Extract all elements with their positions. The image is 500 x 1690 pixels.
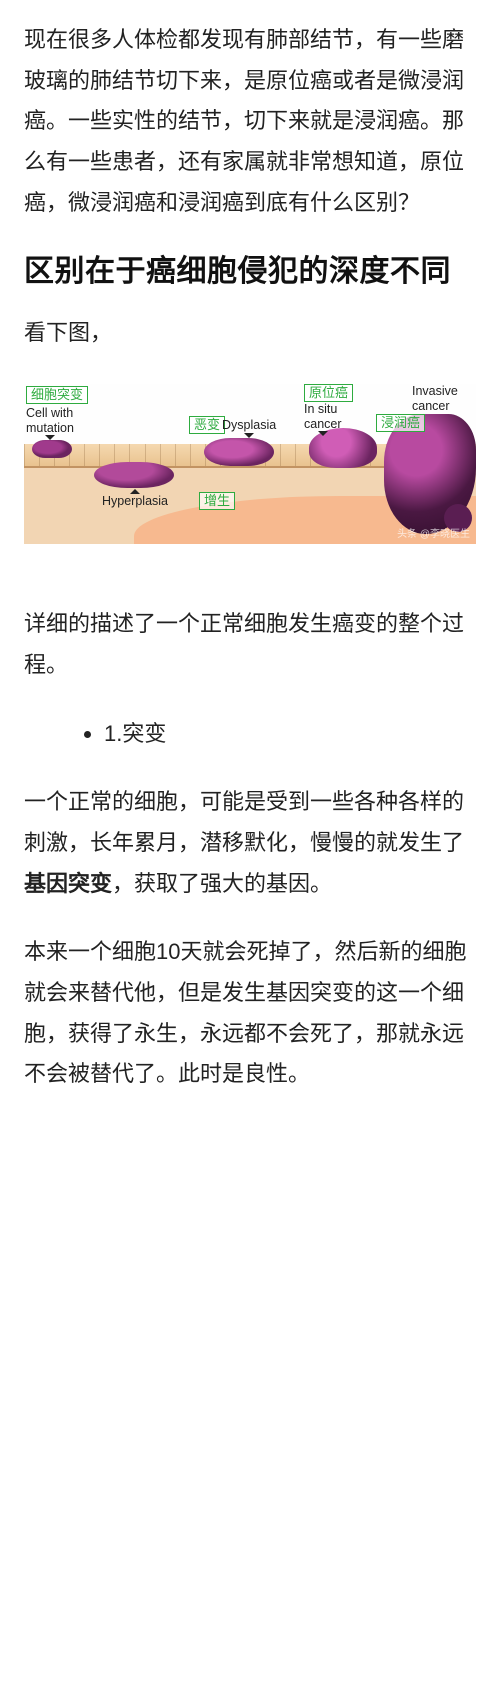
glabel-insitu: 原位癌 [304, 384, 353, 402]
mut-pre: 一个正常的细胞，可能是受到一些各种各样的刺激，长年累月，潜移默化，慢慢的就发生了 [24, 789, 464, 855]
lesion-dysplasia [204, 438, 274, 466]
bullet-mutation: 1.突变 [104, 714, 476, 755]
mutation-para-2: 本来一个细胞10天就会死掉了，然后新的细胞就会来替代他，但是发生基因突变的这一个… [24, 932, 476, 1095]
intro-paragraph: 现在很多人体检都发现有肺部结节，有一些磨玻璃的肺结节切下来，是原位癌或者是微浸润… [24, 20, 476, 223]
elabel-hyperplasia: Hyperplasia [102, 494, 168, 508]
progression-diagram: 细胞突变 恶变 原位癌 浸润癌 增生 Cell withmutation Hyp… [24, 384, 476, 544]
diagram-watermark: 头条 @李晓医生 [397, 525, 470, 540]
elabel-mutation: Cell withmutation [26, 406, 74, 435]
mutation-para-1: 一个正常的细胞，可能是受到一些各种各样的刺激，长年累月，潜移默化，慢慢的就发生了… [24, 782, 476, 904]
bullet-list: 1.突变 [24, 714, 476, 755]
glabel-dysplasia: 恶变 [189, 416, 225, 434]
elabel-dysplasia: Dysplasia [222, 418, 276, 432]
mut-post: ，获取了强大的基因。 [112, 871, 332, 896]
glabel-invasive: 浸润癌 [376, 414, 425, 432]
mut-bold: 基因突变 [24, 871, 112, 896]
glabel-hyperplasia: 增生 [199, 492, 235, 510]
elabel-invasive: Invasivecancer [412, 384, 458, 413]
figure-caption: 详细的描述了一个正常细胞发生癌变的整个过程。 [24, 604, 476, 685]
section-heading: 区别在于癌细胞侵犯的深度不同 [24, 251, 476, 293]
see-figure: 看下图， [24, 313, 476, 354]
elabel-insitu: In situcancer [304, 402, 342, 431]
glabel-mutation: 细胞突变 [26, 386, 88, 404]
